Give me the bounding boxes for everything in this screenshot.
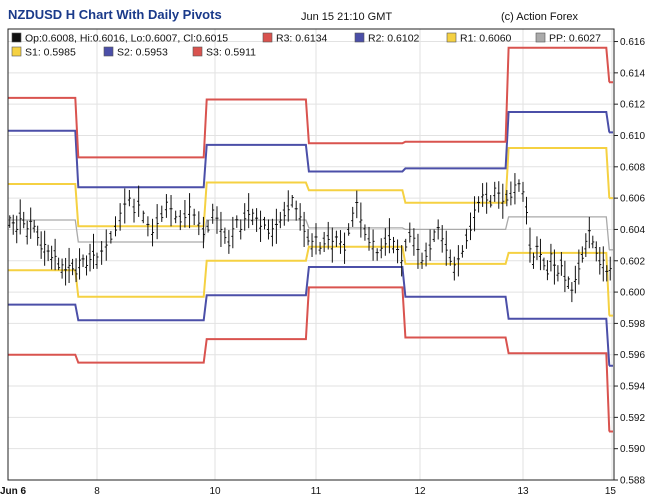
legend-swatch-r2 [354, 32, 365, 43]
x-tick-label: 8 [94, 486, 100, 497]
y-tick-label: 0.594 [620, 382, 645, 393]
x-axis: Jun 6 8 10 11 12 13 15 [0, 486, 616, 497]
y-tick-label: 0.608 [620, 162, 645, 173]
price-bars [8, 173, 612, 303]
pivot-line-r2 [8, 111, 613, 189]
pivot-line-s3 [8, 286, 613, 433]
y-tick-label: 0.606 [620, 194, 645, 205]
y-tick-label: 0.604 [620, 225, 645, 236]
x-tick-label: 13 [517, 486, 529, 497]
x-tick-label: 12 [414, 486, 426, 497]
legend-label-pp: PP: 0.6027 [549, 33, 601, 45]
x-tick-label: 15 [605, 486, 617, 497]
legend: Op:0.6008, Hi:0.6016, Lo:0.6007, Cl:0.60… [11, 32, 601, 59]
chart-credit: (c) Action Forex [501, 11, 579, 23]
chart-timestamp: Jun 15 21:10 GMT [301, 11, 392, 23]
y-tick-label: 0.598 [620, 319, 645, 330]
legend-swatch-r1 [446, 32, 457, 43]
legend-swatch-r3 [262, 32, 273, 43]
legend-swatch-ohlc [11, 32, 22, 43]
legend-swatch-s2 [103, 46, 114, 57]
x-tick-label: 10 [209, 486, 221, 497]
plot-frame [7, 28, 615, 481]
y-tick-label: 0.596 [620, 350, 645, 361]
legend-label-s2: S2: 0.5953 [117, 47, 168, 59]
y-tick-label: 0.588 [620, 476, 645, 487]
y-tick-label: 0.592 [620, 413, 645, 424]
x-tick-label: Jun 6 [0, 486, 27, 497]
y-tick-label: 0.602 [620, 256, 645, 267]
legend-swatch-s3 [192, 46, 203, 57]
y-tick-label: 0.590 [620, 444, 645, 455]
y-tick-label: 0.610 [620, 131, 645, 142]
x-tick-label: 11 [311, 486, 322, 497]
legend-label-s3: S3: 0.5911 [206, 47, 256, 59]
pivot-line-r3 [8, 46, 613, 159]
y-tick-label: 0.612 [620, 100, 645, 111]
y-axis: 0.616 0.614 0.612 0.610 0.608 0.606 0.604 0.602… [614, 37, 645, 487]
legend-label-r1: R1: 0.6060 [460, 33, 512, 45]
y-tick-label: 0.616 [620, 37, 645, 48]
pivot-line-s1 [8, 245, 613, 317]
chart-title: NZDUSD H Chart With Daily Pivots [8, 7, 222, 22]
legend-label-s1: S1: 0.5985 [25, 47, 76, 59]
pivot-line-s2 [8, 266, 613, 367]
legend-label-r2: R2: 0.6102 [368, 33, 420, 45]
y-tick-label: 0.600 [620, 288, 645, 299]
pivot-line-pp [8, 216, 613, 251]
y-tick-label: 0.614 [620, 68, 645, 79]
legend-label-r3: R3: 0.6134 [276, 33, 328, 45]
legend-swatch-s1 [11, 46, 22, 57]
legend-swatch-pp [535, 32, 546, 43]
legend-label-ohlc: Op:0.6008, Hi:0.6016, Lo:0.6007, Cl:0.60… [25, 33, 228, 45]
